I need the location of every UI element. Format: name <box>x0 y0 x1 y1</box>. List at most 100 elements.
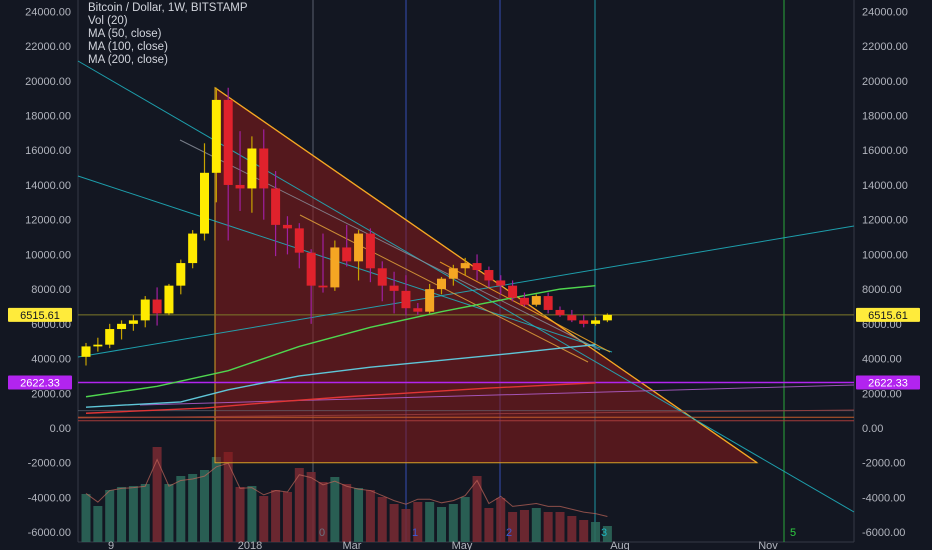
volume-bar <box>259 496 269 542</box>
candle-body <box>591 320 601 324</box>
volume-bar <box>579 520 589 542</box>
candle-body <box>519 297 529 305</box>
candle-body <box>152 299 162 314</box>
volume-bar <box>306 472 316 542</box>
level-badge-left: 2622.33 <box>20 377 60 389</box>
y-tick-label-left: 14000.00 <box>25 180 71 192</box>
y-tick-label-right: 10000.00 <box>862 249 908 261</box>
volume-bar <box>342 484 352 542</box>
cycle-label: 2 <box>506 527 512 539</box>
volume-bar <box>519 510 529 542</box>
legend-ma100: MA (100, close) <box>88 41 168 53</box>
volume-bar <box>294 468 304 542</box>
channel-line <box>439 261 611 353</box>
candle-body <box>567 315 577 321</box>
volume-bar <box>472 476 482 542</box>
ma50-line <box>85 284 596 398</box>
y-tick-label-left: 10000.00 <box>25 249 71 261</box>
candle-body <box>460 263 470 269</box>
y-tick-label-right: 0.00 <box>862 423 883 435</box>
volume-bar <box>81 494 91 542</box>
volume-bar <box>413 502 423 542</box>
y-tick-label-right: 20000.00 <box>862 76 908 88</box>
ma200-line <box>85 382 596 414</box>
volume-bar <box>105 490 115 542</box>
price-badge-left-bg <box>8 307 72 322</box>
trend-line-descending <box>77 60 855 513</box>
volume-bar <box>484 508 494 542</box>
level-badge-left-bg <box>8 375 72 390</box>
trend-line-flat <box>77 409 855 419</box>
candle-body <box>211 99 221 173</box>
cycle-label: 0 <box>319 527 325 539</box>
price-badge-right: 6515.61 <box>868 310 908 322</box>
volume-bar <box>567 516 577 542</box>
volume-bar <box>448 504 458 542</box>
y-tick-label-right: 4000.00 <box>862 354 902 366</box>
price-badge-left: 6515.61 <box>20 310 60 322</box>
volume-bar <box>401 509 411 542</box>
volume-bar <box>425 502 435 542</box>
volume-bar <box>591 522 601 542</box>
volume-bar <box>223 452 233 542</box>
volume-bar <box>602 526 612 542</box>
candle-body <box>271 188 281 225</box>
candle-body <box>448 268 458 279</box>
volume-bar <box>211 457 221 542</box>
volume-bar <box>176 476 186 542</box>
cycle-label: 5 <box>790 527 796 539</box>
candle-body <box>401 290 411 309</box>
trend-line-ascending <box>139 384 855 406</box>
volume-bar <box>318 482 328 542</box>
y-tick-label-right: 16000.00 <box>862 145 908 157</box>
candle-body <box>484 270 494 281</box>
candle-body <box>413 308 423 312</box>
x-tick-label: Aug <box>610 540 630 550</box>
cycle-label: 3 <box>601 527 607 539</box>
trend-line-ascending <box>77 225 855 358</box>
candle-body <box>425 289 435 312</box>
y-tick-label-left: 16000.00 <box>25 145 71 157</box>
candle-body <box>543 296 553 310</box>
chart-legend: Bitcoin / Dollar, 1W, BITSTAMP Vol (20) … <box>88 2 248 67</box>
volume-bar <box>117 487 127 542</box>
volume-bar <box>496 498 506 542</box>
ma100-line <box>85 343 596 408</box>
candle-body <box>377 268 387 286</box>
candle-body <box>579 320 589 324</box>
volume-bar <box>377 497 387 542</box>
x-tick-label: May <box>452 540 473 550</box>
candle-body <box>259 148 269 189</box>
x-tick-label: 9 <box>108 540 114 550</box>
y-tick-label-right: 24000.00 <box>862 6 908 18</box>
candle-body <box>200 172 209 234</box>
volume-bar <box>437 507 446 542</box>
volume-bar <box>555 512 565 542</box>
y-tick-label-left: 20000.00 <box>25 76 71 88</box>
candle-body <box>282 224 292 229</box>
candle-body <box>81 346 91 357</box>
legend-title: Bitcoin / Dollar, 1W, BITSTAMP <box>88 2 248 14</box>
price-badge-right-bg <box>856 307 920 322</box>
candle-body <box>365 233 375 269</box>
candle-body <box>105 329 115 345</box>
volume-bar <box>235 487 245 542</box>
volume-bar <box>460 497 470 542</box>
volume-bar <box>247 486 257 542</box>
cycle-label: 1 <box>412 527 418 539</box>
candle-body <box>389 285 399 291</box>
candle-body <box>128 320 138 324</box>
y-tick-label-right: 2000.00 <box>862 388 902 400</box>
candle-body <box>472 263 482 271</box>
x-tick-label: Nov <box>758 540 778 550</box>
volume-bar <box>543 512 553 542</box>
volume-bar <box>93 506 103 542</box>
candle-body <box>188 233 198 264</box>
y-tick-label-right: -4000.00 <box>862 492 905 504</box>
volume-bar <box>365 490 375 542</box>
candle-body <box>555 309 565 316</box>
y-tick-label-right: 22000.00 <box>862 41 908 53</box>
volume-bar <box>128 486 138 542</box>
candle-body <box>117 323 127 330</box>
